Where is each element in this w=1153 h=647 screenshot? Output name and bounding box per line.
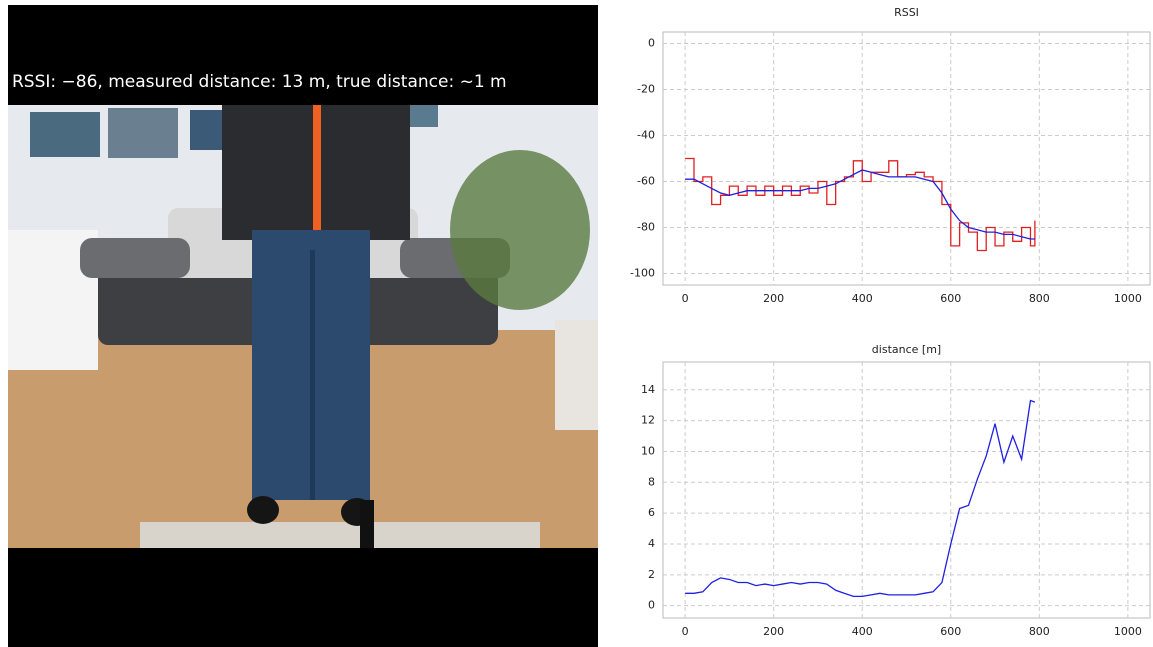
y-tick-label: -20 (637, 83, 655, 96)
page: RSSI: −86, measured distance: 13 m, true… (0, 0, 1153, 647)
x-tick-label: 400 (852, 625, 873, 638)
chart-title: distance [m] (872, 343, 941, 356)
screen: RSSI: −86, measured distance: 13 m, true… (0, 0, 1153, 647)
y-tick-label: 4 (648, 537, 655, 550)
x-tick-label: 200 (763, 625, 784, 638)
x-tick-label: 0 (682, 625, 689, 638)
y-tick-label: -40 (637, 129, 655, 142)
y-tick-label: 10 (641, 444, 655, 457)
plot-area (663, 32, 1150, 285)
x-tick-label: 800 (1029, 625, 1050, 638)
chart-title: RSSI (894, 6, 919, 19)
x-tick-label: 800 (1029, 292, 1050, 305)
x-tick-label: 200 (763, 292, 784, 305)
y-tick-label: 0 (648, 37, 655, 50)
x-tick-label: 600 (940, 292, 961, 305)
video-caption: RSSI: −86, measured distance: 13 m, true… (12, 72, 507, 92)
y-tick-label: 0 (648, 599, 655, 612)
x-tick-label: 0 (682, 292, 689, 305)
plot-area (663, 362, 1150, 618)
x-tick-label: 1000 (1114, 292, 1142, 305)
y-tick-label: 8 (648, 475, 655, 488)
x-tick-label: 400 (852, 292, 873, 305)
y-tick-label: -100 (630, 267, 655, 280)
y-tick-label: 2 (648, 568, 655, 581)
y-tick-label: 12 (641, 414, 655, 427)
video-frame: RSSI: −86, measured distance: 13 m, true… (8, 5, 598, 647)
y-tick-label: 6 (648, 506, 655, 519)
x-tick-label: 1000 (1114, 625, 1142, 638)
x-tick-label: 600 (940, 625, 961, 638)
y-tick-label: -60 (637, 175, 655, 188)
y-tick-label: 14 (641, 383, 655, 396)
y-tick-label: -80 (637, 221, 655, 234)
